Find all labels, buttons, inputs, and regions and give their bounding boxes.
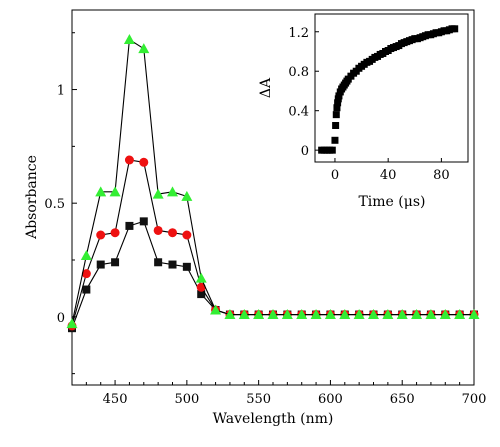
main-y-tick-label: 0 — [57, 311, 65, 326]
inset-y-tick-label: 0.4 — [288, 105, 309, 120]
main-y-tick-label: 0.5 — [44, 197, 65, 212]
data-point-square — [182, 262, 191, 271]
data-point-triangle — [454, 309, 466, 320]
data-point-circle — [153, 225, 163, 235]
data-point-circle — [124, 155, 134, 165]
series-circle — [67, 155, 479, 331]
data-point-square — [168, 260, 177, 269]
data-point-triangle — [411, 309, 423, 320]
data-point-square — [139, 217, 148, 226]
data-point-triangle — [353, 309, 365, 320]
data-point-triangle — [339, 309, 351, 320]
main-x-tick-label: 600 — [318, 392, 343, 407]
data-point-triangle — [181, 190, 193, 201]
data-point-triangle — [468, 309, 480, 320]
data-point-square — [154, 258, 163, 267]
main-y-tick-label: 1 — [57, 84, 65, 99]
data-point-circle — [81, 269, 91, 279]
series-triangle — [66, 34, 480, 329]
data-point-triangle — [368, 309, 379, 320]
data-point-circle — [182, 230, 192, 240]
main-plot-series — [66, 34, 480, 333]
data-point-square — [125, 221, 134, 230]
inset-data-point — [335, 92, 343, 100]
inset-y-tick-label: 1.2 — [288, 26, 309, 41]
main-y-axis-title: Absorbance — [24, 155, 40, 240]
data-point-triangle — [425, 309, 437, 320]
main-x-axis-title: Wavelength (nm) — [213, 411, 334, 427]
data-point-triangle — [324, 309, 336, 320]
data-point-triangle — [123, 34, 135, 45]
inset-data-point — [451, 25, 459, 33]
data-point-triangle — [66, 318, 78, 329]
inset-x-tick-label: 80 — [433, 168, 450, 183]
data-point-square — [197, 290, 206, 299]
data-point-triangle — [267, 309, 279, 320]
data-point-circle — [168, 228, 177, 238]
data-point-triangle — [210, 304, 222, 315]
data-point-circle — [96, 230, 106, 240]
data-point-triangle — [152, 188, 164, 199]
inset-data-point — [334, 99, 342, 107]
data-point-triangle — [310, 309, 322, 320]
main-x-tick-label: 650 — [390, 392, 415, 407]
main-x-tick-label: 450 — [103, 392, 128, 407]
inset-data-point — [331, 136, 339, 144]
inset-y-tick-label: 0.8 — [288, 65, 309, 80]
main-x-tick-label: 500 — [174, 392, 199, 407]
data-point-triangle — [382, 309, 394, 320]
data-point-triangle — [195, 272, 207, 283]
data-point-square — [82, 285, 91, 294]
data-point-circle — [110, 228, 120, 238]
data-point-triangle — [253, 309, 265, 320]
inset-y-tick-label: 0 — [301, 144, 309, 159]
data-point-triangle — [95, 186, 107, 197]
inset-data-point — [332, 111, 340, 119]
inset-data-point — [333, 104, 341, 112]
data-point-square — [96, 260, 105, 269]
data-point-triangle — [296, 309, 308, 320]
main-axis-ticks: 450 500 550 600 650 700 0 0.5 1 — [44, 32, 487, 407]
inset-x-tick-label: 40 — [380, 168, 397, 183]
inset-data-point — [328, 146, 336, 154]
data-point-triangle — [439, 309, 451, 320]
data-point-circle — [139, 157, 149, 167]
data-point-triangle — [167, 186, 178, 197]
series-line — [71, 159, 474, 327]
main-x-tick-label: 550 — [246, 392, 271, 407]
data-point-triangle — [396, 309, 408, 320]
inset-x-axis-title: Time (μs) — [358, 194, 425, 210]
data-point-square — [111, 258, 120, 267]
inset-x-tick-label: 0 — [331, 168, 339, 183]
data-point-triangle — [138, 43, 150, 54]
data-point-triangle — [109, 186, 121, 197]
inset-data-point — [332, 121, 340, 129]
data-point-triangle — [281, 309, 293, 320]
inset-y-axis-title: ΔA — [258, 77, 274, 98]
data-point-triangle — [224, 309, 236, 320]
data-point-circle — [196, 282, 206, 292]
main-x-tick-label: 700 — [462, 392, 487, 407]
data-point-triangle — [238, 309, 250, 320]
inset-plot-series — [318, 25, 459, 154]
inset-axis-ticks: 0 40 80 0 0.4 0.8 1.2 — [288, 26, 449, 183]
data-point-triangle — [80, 249, 92, 260]
